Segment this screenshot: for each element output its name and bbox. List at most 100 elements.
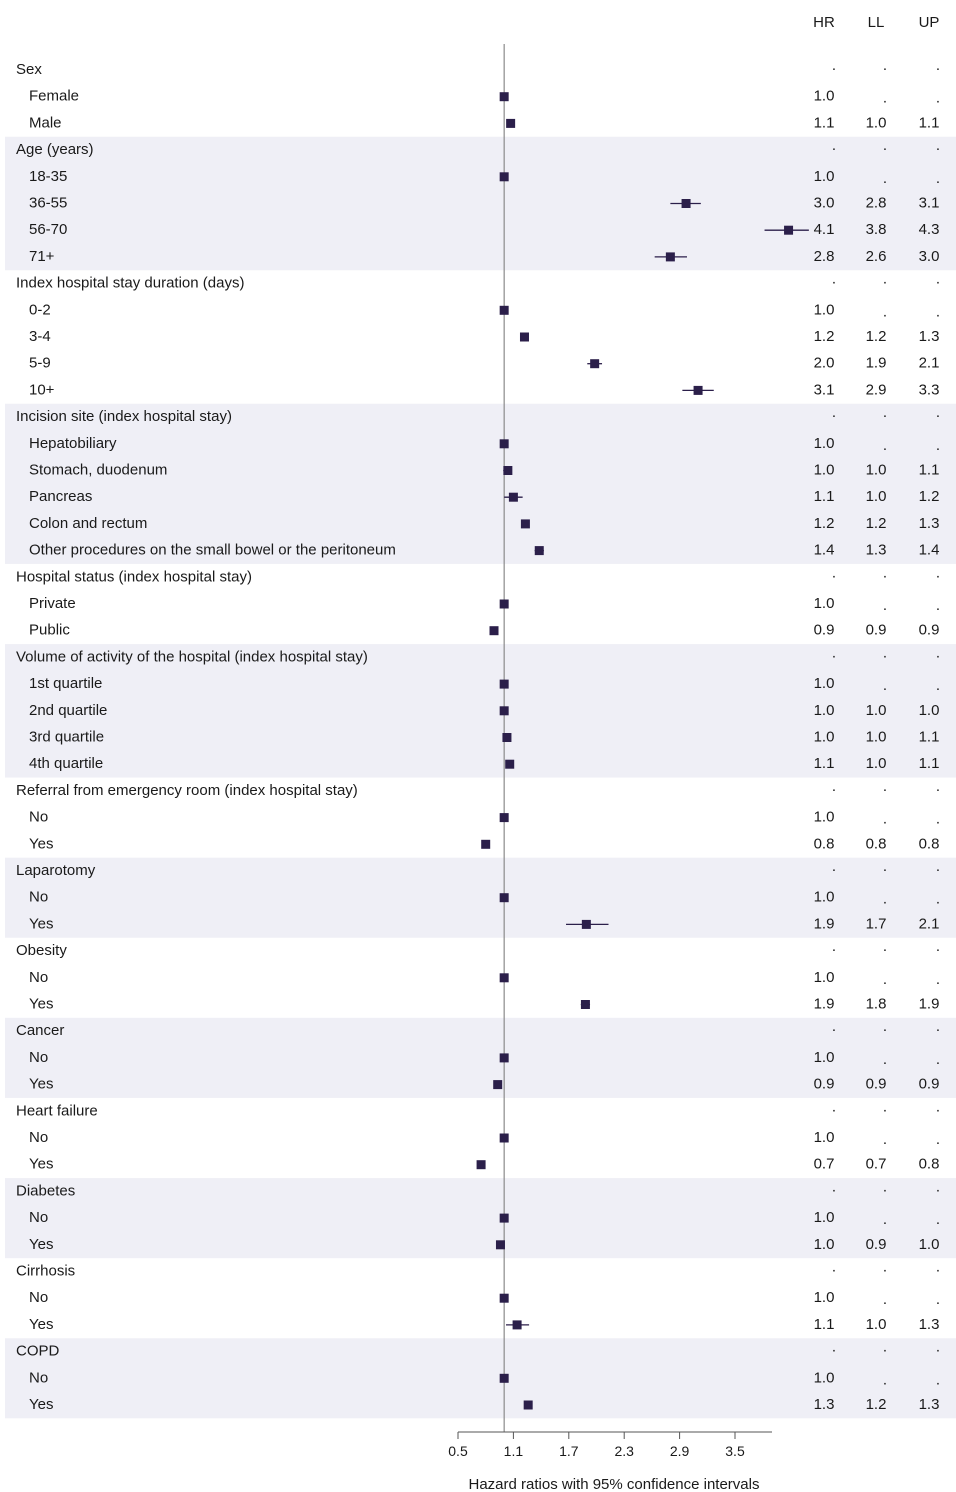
group-ll-dot: . — [883, 1098, 887, 1115]
group-ll-dot: . — [883, 858, 887, 875]
hr-marker — [784, 225, 794, 235]
hr-marker — [506, 118, 516, 128]
row-label: 5-9 — [29, 355, 51, 372]
row-label: 36-55 — [29, 194, 67, 211]
group-up-dot: . — [936, 1178, 940, 1195]
ll-value: . — [883, 1131, 887, 1148]
ll-value: 0.8 — [866, 835, 887, 852]
group-band — [5, 1338, 956, 1419]
ll-value: . — [883, 437, 887, 454]
ll-value: . — [883, 971, 887, 988]
hr-marker — [508, 492, 518, 502]
hr-value: 1.0 — [814, 1129, 835, 1146]
hr-marker — [581, 919, 591, 929]
group-up-dot: . — [936, 564, 940, 581]
hr-marker — [693, 385, 703, 395]
column-header-hr: HR — [813, 14, 835, 31]
group-hr-dot: . — [832, 858, 836, 875]
row-label: No — [29, 1129, 48, 1146]
up-value: 1.1 — [919, 461, 940, 478]
hr-marker — [499, 599, 509, 609]
group-up-dot: . — [936, 1258, 940, 1275]
hr-value: 1.0 — [814, 595, 835, 612]
row-label: No — [29, 1049, 48, 1066]
up-value: . — [936, 437, 940, 454]
hr-marker — [505, 759, 515, 769]
up-value: . — [936, 597, 940, 614]
hr-marker — [499, 305, 509, 315]
row-label: 56-70 — [29, 221, 67, 238]
row-label: Stomach, duodenum — [29, 461, 167, 478]
hr-value: 1.9 — [814, 995, 835, 1012]
row-label: Yes — [29, 835, 53, 852]
group-band — [5, 1017, 956, 1098]
ll-value: 1.3 — [866, 542, 887, 559]
hr-marker — [590, 359, 600, 369]
hr-value: 1.0 — [814, 728, 835, 745]
group-ll-dot: . — [883, 938, 887, 955]
column-headers: HR LL UP — [813, 14, 939, 31]
row-label: Yes — [29, 1236, 53, 1253]
hr-value: 1.1 — [814, 1316, 835, 1333]
group-hr-dot: . — [832, 1258, 836, 1275]
up-value: 2.1 — [919, 355, 940, 372]
hr-value: 1.0 — [814, 702, 835, 719]
group-hr-dot: . — [832, 57, 836, 74]
ll-value: 1.0 — [866, 461, 887, 478]
group-label: Sex — [16, 61, 42, 78]
group-up-dot: . — [936, 778, 940, 795]
ll-value: 1.0 — [866, 702, 887, 719]
row-label: 18-35 — [29, 168, 67, 185]
hr-marker — [499, 1293, 509, 1303]
hr-marker — [503, 466, 513, 475]
rows: Sex.. . Female 1.0. . Male 1.1 1.0 1.1 Age (years… — [16, 57, 940, 1413]
group-label: Index hospital stay duration (days) — [16, 275, 244, 292]
up-value: 0.9 — [919, 1076, 940, 1093]
ll-value: . — [883, 597, 887, 614]
hr-marker — [499, 1053, 509, 1063]
hr-marker — [499, 679, 509, 689]
group-hr-dot: . — [832, 271, 836, 288]
group-hr-dot: . — [832, 564, 836, 581]
x-tick-label: 3.5 — [725, 1443, 745, 1459]
group-up-dot: . — [936, 644, 940, 661]
up-value: . — [936, 90, 940, 107]
up-value: 2.1 — [919, 915, 940, 932]
up-value: 1.1 — [919, 114, 940, 131]
group-hr-dot: . — [832, 1339, 836, 1356]
ll-value: 3.8 — [866, 221, 887, 238]
group-band — [5, 403, 956, 564]
hr-marker — [512, 1320, 522, 1330]
up-value: . — [936, 1051, 940, 1068]
hr-value: 1.1 — [814, 114, 835, 131]
hr-marker — [499, 813, 509, 823]
row-label: No — [29, 1209, 48, 1226]
ll-value: 1.0 — [866, 114, 887, 131]
hr-value: 1.0 — [814, 1209, 835, 1226]
up-value: . — [936, 677, 940, 694]
ll-value: 1.0 — [866, 728, 887, 745]
up-value: 0.9 — [919, 622, 940, 639]
x-tick-label: 2.3 — [614, 1443, 634, 1459]
row-label: 2nd quartile — [29, 702, 107, 719]
ll-value: . — [883, 811, 887, 828]
ll-value: 1.9 — [866, 355, 887, 372]
up-value: . — [936, 1371, 940, 1388]
x-tick-label: 0.5 — [448, 1443, 468, 1459]
group-ll-dot: . — [883, 1339, 887, 1356]
up-value: 1.3 — [919, 328, 940, 345]
ll-value: . — [883, 1291, 887, 1308]
up-value: 1.1 — [919, 755, 940, 772]
up-value: 4.3 — [919, 221, 940, 238]
hr-value: 0.9 — [814, 1076, 835, 1093]
group-hr-dot: . — [832, 938, 836, 955]
hr-marker — [499, 1373, 509, 1383]
group-hr-dot: . — [832, 1098, 836, 1115]
group-label: Heart failure — [16, 1102, 98, 1119]
ll-value: . — [883, 1211, 887, 1228]
hr-value: 2.0 — [814, 355, 835, 372]
up-value: 1.3 — [919, 1316, 940, 1333]
x-tick-label: 1.7 — [559, 1443, 579, 1459]
ll-value: 0.9 — [866, 1236, 887, 1253]
hr-value: 1.1 — [814, 488, 835, 505]
